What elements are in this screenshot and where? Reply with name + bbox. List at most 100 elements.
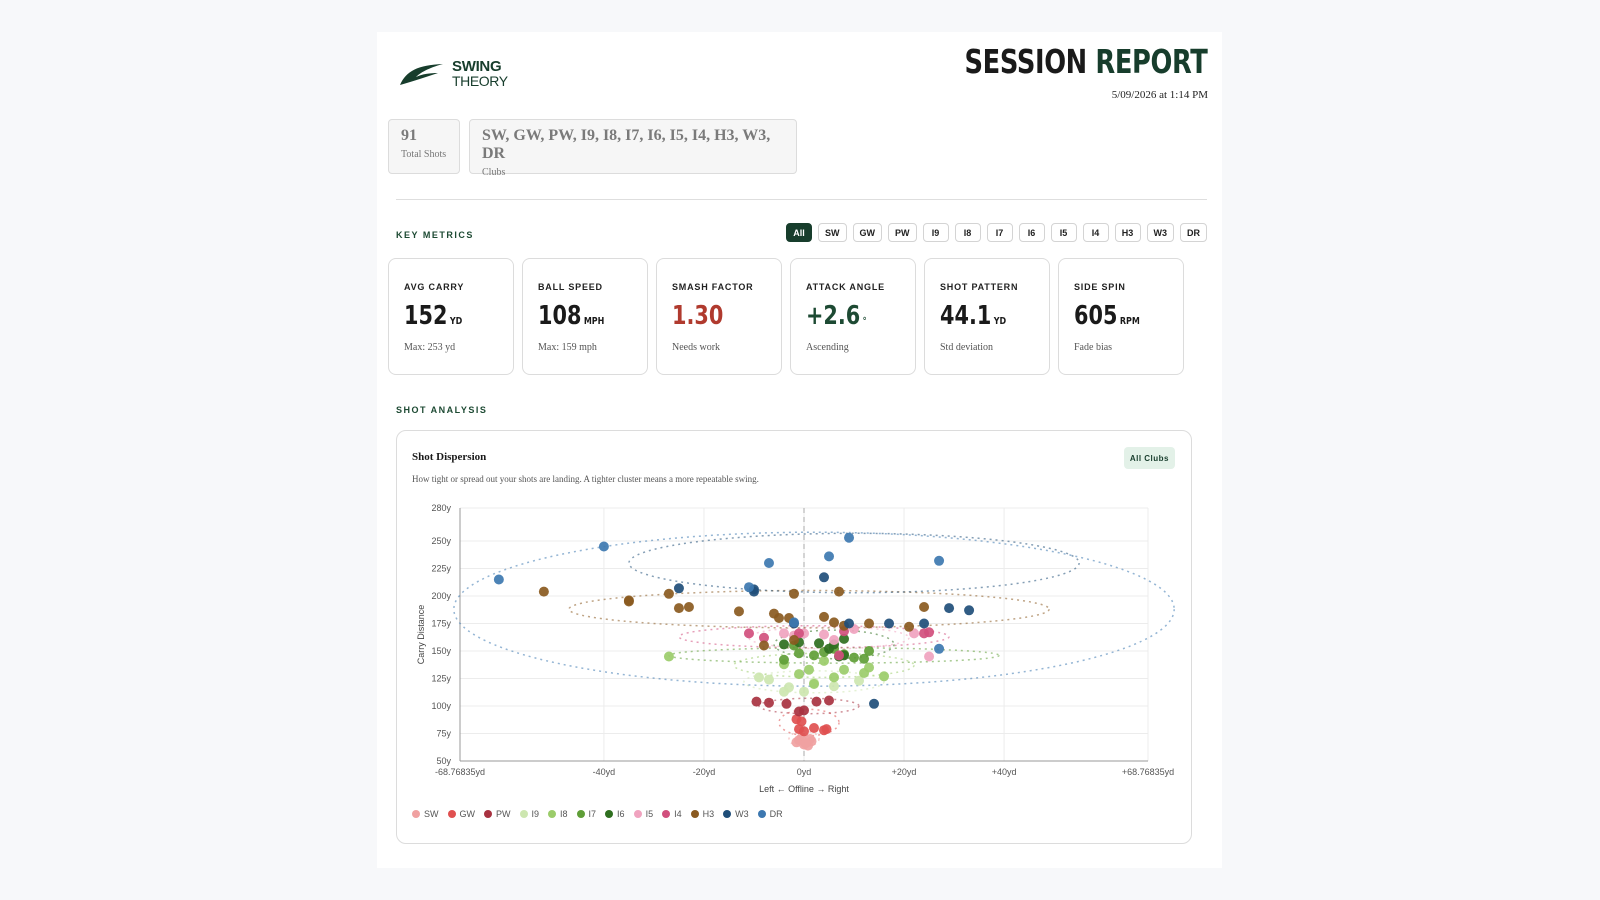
filter-chip-i9[interactable]: I9 <box>922 223 949 242</box>
shot-analysis-heading: SHOT ANALYSIS <box>396 405 488 415</box>
shot-point-h3 <box>819 611 830 622</box>
clubs-label: Clubs <box>482 167 506 178</box>
session-date: 5/09/2026 at 1:14 PM <box>1111 89 1208 101</box>
chart-description: How tight or spread out your shots are l… <box>412 474 759 484</box>
shot-point-dr <box>788 617 799 628</box>
metric-number: 152 <box>404 301 448 331</box>
shot-point-i7 <box>849 652 860 663</box>
shot-point-i7 <box>864 646 875 656</box>
metric-card-shot-pattern: SHOT PATTERN 44.1 YD Std deviation <box>924 258 1050 375</box>
shot-point-dr <box>824 551 835 562</box>
legend-item-i5: I5 <box>633 809 654 819</box>
filter-chip-all[interactable]: All <box>786 223 812 242</box>
shot-point-w3 <box>919 618 930 629</box>
shot-point-h3 <box>538 586 549 597</box>
filter-chip-i6[interactable]: I6 <box>1018 223 1045 242</box>
shot-point-i6 <box>778 639 789 650</box>
x-tick-label: +68.76835yd <box>1122 767 1174 777</box>
y-tick-label: 100y <box>431 701 451 711</box>
legend-swatch <box>548 810 557 818</box>
clubs-card: SW, GW, PW, I9, I8, I7, I6, I5, I4, H3, … <box>469 119 797 178</box>
shot-point-i5 <box>778 628 789 639</box>
club-filter-bar: All SW GW PW I9 I8 I7 I6 I5 I4 H3 W3 DR <box>786 223 1207 242</box>
metric-card-side-spin: SIDE SPIN 605 RPM Fade bias <box>1058 258 1184 375</box>
legend-label: I5 <box>645 809 654 819</box>
legend-label: H3 <box>702 809 715 819</box>
ellipse-gw <box>778 708 840 737</box>
metric-label: AVG CARRY <box>404 282 465 292</box>
shot-point-h3 <box>864 618 875 629</box>
chart-card-title: Shot Dispersion <box>412 451 487 463</box>
ellipse-pw <box>758 697 860 715</box>
legend-item-h3: H3 <box>690 809 715 819</box>
total-shots-value: 91 <box>401 127 417 144</box>
filter-chip-i4[interactable]: I4 <box>1082 223 1109 242</box>
legend-label: I8 <box>560 809 568 819</box>
shot-point-i8 <box>829 672 840 683</box>
total-shots-card: 91 Total Shots <box>388 119 460 174</box>
metric-label: SMASH FACTOR <box>672 282 754 292</box>
shot-point-i8 <box>879 671 890 682</box>
filter-chip-sw[interactable]: SW <box>818 223 847 242</box>
metric-label: SIDE SPIN <box>1074 282 1126 292</box>
y-tick-label: 125y <box>431 674 451 684</box>
metric-number: 44.1 <box>940 301 992 331</box>
legend-item-i7: I7 <box>576 809 596 819</box>
filter-chip-pw[interactable]: PW <box>888 223 917 242</box>
shot-point-i4 <box>834 650 845 661</box>
brand-line2: THEORY <box>452 73 508 89</box>
metric-value: 1.30 <box>672 301 726 331</box>
shot-point-i4 <box>924 627 935 638</box>
shot-point-i9 <box>854 675 865 686</box>
shot-point-sw <box>800 738 811 749</box>
legend-item-i8: I8 <box>548 809 568 819</box>
filter-chip-h3[interactable]: H3 <box>1114 223 1141 242</box>
club-scope-badge[interactable]: All Clubs <box>1123 447 1175 469</box>
header-divider <box>396 199 1207 200</box>
legend-label: GW <box>459 809 476 819</box>
metric-card-attack-angle: ATTACK ANGLE +2.6 ° Ascending <box>790 258 916 375</box>
x-tick-label: 0yd <box>797 767 812 777</box>
x-axis-label: Left ← Offline → Right <box>759 784 849 794</box>
total-shots-label: Total Shots <box>401 149 447 160</box>
shot-point-w3 <box>944 603 955 614</box>
metric-unit: ° <box>862 316 867 327</box>
shot-point-i9 <box>783 682 794 693</box>
filter-chip-i8[interactable]: I8 <box>954 223 981 242</box>
shot-point-dr <box>598 541 609 552</box>
legend-swatch <box>757 810 766 818</box>
metric-subtext: Ascending <box>806 342 849 353</box>
legend-item-gw: GW <box>447 809 476 819</box>
filter-chip-dr[interactable]: DR <box>1180 223 1207 242</box>
shot-point-i8 <box>663 651 674 662</box>
legend-swatch <box>484 810 492 818</box>
y-tick-label: 225y <box>431 564 451 574</box>
y-tick-label: 250y <box>431 536 451 546</box>
shot-point-dr <box>763 558 774 568</box>
shot-point-pw <box>824 695 835 706</box>
filter-chip-i7[interactable]: I7 <box>986 223 1013 242</box>
x-tick-label: -40yd <box>593 767 616 777</box>
shot-point-h3 <box>773 613 784 623</box>
metric-value: 108 MPH <box>538 301 604 331</box>
metric-unit: YD <box>449 316 463 327</box>
ellipse-h3 <box>568 589 1050 629</box>
filter-chip-gw[interactable]: GW <box>852 223 882 242</box>
legend-item-i6: I6 <box>605 809 625 819</box>
metric-number: 108 <box>538 301 582 331</box>
legend-item-w3: W3 <box>723 809 749 819</box>
shot-point-i9 <box>753 672 764 683</box>
shot-point-h3 <box>683 602 694 612</box>
shot-point-dr <box>743 582 754 593</box>
legend-swatch <box>447 810 456 818</box>
filter-chip-w3[interactable]: W3 <box>1146 223 1174 242</box>
brand-line1: SWING <box>452 58 502 75</box>
legend-swatch <box>576 810 585 818</box>
metric-label: ATTACK ANGLE <box>806 282 885 292</box>
legend-swatch <box>662 810 671 818</box>
metric-value: 44.1 YD <box>940 301 1006 331</box>
shot-point-i5 <box>924 651 935 662</box>
shot-point-h3 <box>829 617 840 628</box>
filter-chip-i5[interactable]: I5 <box>1050 223 1077 242</box>
metric-number: 605 <box>1074 301 1118 331</box>
